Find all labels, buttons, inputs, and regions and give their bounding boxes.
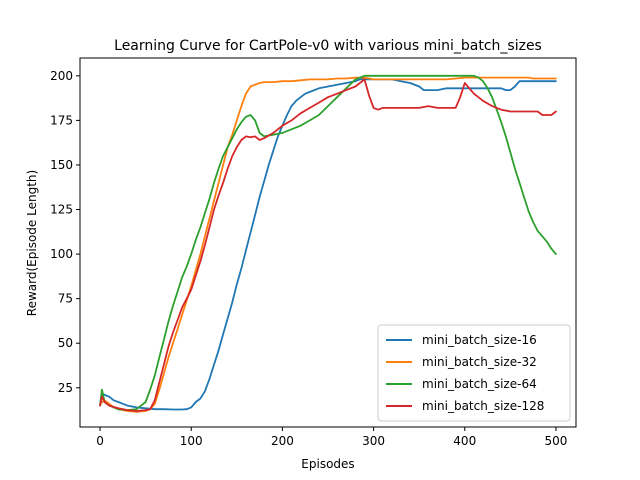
legend-label-4: mini_batch_size-128 [422, 399, 544, 413]
y-tick-label: 125 [50, 203, 73, 217]
legend-label-2: mini_batch_size-32 [422, 355, 537, 369]
y-tick-label: 100 [50, 247, 73, 261]
chart-title: Learning Curve for CartPole-v0 with vari… [114, 38, 542, 54]
y-tick-label: 50 [58, 336, 73, 350]
x-tick-label: 500 [544, 434, 567, 448]
y-axis-label: Reward(Episode Length) [25, 170, 39, 316]
y-tick-label: 150 [50, 158, 73, 172]
y-axis-ticks: 25 50 75 100 125 150 175 200 [50, 69, 80, 395]
x-tick-label: 300 [362, 434, 385, 448]
series-line-3 [99, 74, 557, 411]
series-line-1 [99, 78, 557, 411]
legend-box [377, 324, 571, 422]
x-tick-label: 100 [180, 434, 203, 448]
plot-lines [99, 74, 557, 413]
x-tick-label: 0 [96, 434, 104, 448]
x-axis-label: Episodes [301, 457, 354, 471]
y-tick-label: 25 [58, 381, 73, 395]
legend: mini_batch_size-16 mini_batch_size-32mini… [377, 324, 571, 422]
x-tick-label: 400 [453, 434, 476, 448]
plot-frame [79, 57, 577, 428]
series-line-2 [99, 76, 557, 413]
legend-label-3: mini_batch_size-64 [422, 377, 537, 391]
legend-label-1: mini_batch_size-16 [422, 333, 537, 347]
x-tick-label: 200 [271, 434, 294, 448]
y-tick-label: 75 [58, 292, 73, 306]
y-tick-label: 175 [50, 113, 73, 127]
x-axis-ticks: 0 100 200 300 400 500 [96, 427, 567, 448]
y-tick-label: 200 [50, 69, 73, 83]
series-line-4 [99, 78, 557, 412]
